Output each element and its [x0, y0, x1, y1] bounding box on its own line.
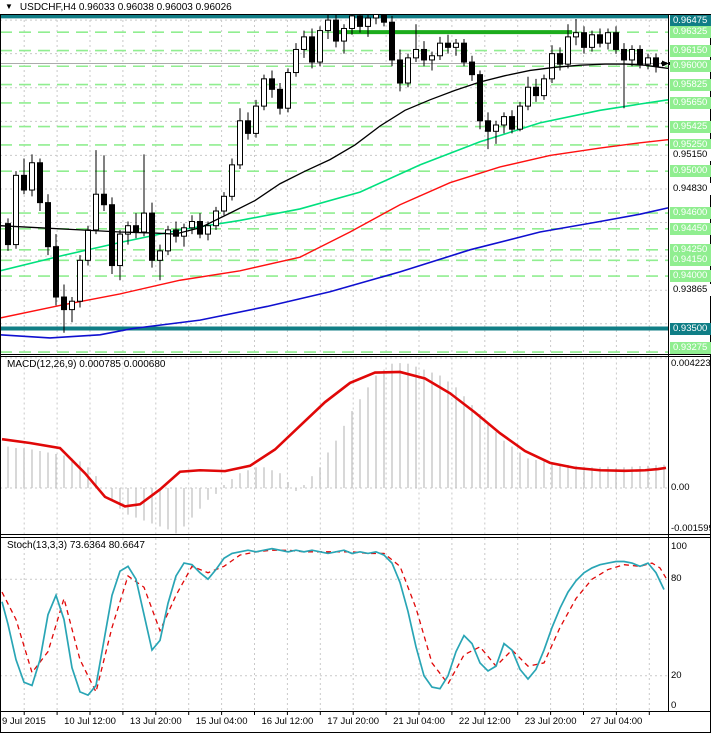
ma-blue-line: [0, 207, 669, 339]
ma-black-line: [0, 63, 669, 235]
candle-body: [21, 174, 27, 191]
symbol-dropdown-icon[interactable]: ▼: [5, 2, 13, 11]
candle-body: [381, 13, 387, 23]
candle-body: [109, 204, 115, 267]
candle-body: [101, 193, 107, 206]
candle-body: [485, 120, 491, 132]
candle-body: [653, 57, 659, 67]
candle-body: [61, 296, 67, 311]
stoch-main-line: [1, 547, 665, 697]
candle-body: [253, 105, 259, 134]
candle-body: [437, 42, 443, 57]
candle-body: [293, 48, 299, 74]
candle-body: [205, 225, 211, 235]
candle-body: [189, 221, 195, 229]
candle-body: [229, 164, 235, 197]
candle-body: [117, 233, 123, 267]
candle-body: [405, 57, 411, 84]
candle-body: [285, 72, 291, 109]
candle-body: [277, 88, 283, 109]
candle-body: [509, 116, 515, 130]
candle-body: [213, 210, 219, 227]
ma-green-line: [0, 99, 669, 272]
candle-body: [525, 86, 531, 107]
candle-body: [149, 212, 155, 261]
ma-lines: [0, 99, 669, 339]
candle-body: [37, 162, 43, 204]
candle-body: [325, 19, 331, 32]
candle-body: [389, 21, 395, 61]
candle-body: [341, 27, 347, 42]
candle-body: [621, 48, 627, 61]
candle-body: [269, 78, 275, 90]
candle-body: [77, 259, 83, 302]
candle-body: [85, 229, 91, 261]
candle-body: [597, 34, 603, 44]
candle-body: [445, 42, 451, 48]
candle-body: [349, 15, 355, 29]
candle-body: [589, 34, 595, 48]
candle-body: [605, 32, 611, 44]
candle-body: [125, 225, 131, 235]
candle-body: [453, 42, 459, 48]
bid-axis-marker: [669, 62, 711, 66]
candle-body: [317, 30, 323, 63]
grid-lines: [0, 15, 668, 710]
stoch-signal-line: [1, 549, 667, 694]
candlestick-series: [5, 7, 667, 333]
candle-body: [29, 162, 35, 191]
candle-body: [493, 124, 499, 132]
candle-body: [165, 229, 171, 252]
candle-body: [541, 78, 547, 97]
symbol-ohlc-title: USDCHF,H4 0.96033 0.96038 0.96003 0.9602…: [19, 1, 232, 13]
candle-body: [69, 300, 75, 311]
candle-body: [53, 246, 59, 298]
candle-body: [421, 48, 427, 61]
candle-body: [549, 53, 555, 80]
macd-signal-line: [1, 370, 667, 508]
candle-body: [477, 74, 483, 122]
candle-body: [645, 57, 651, 65]
candle-body: [461, 42, 467, 63]
candle-body: [301, 36, 307, 50]
candle-body: [141, 212, 147, 233]
candle-body: [501, 116, 507, 126]
candle-body: [533, 86, 539, 97]
candle-body: [581, 32, 587, 48]
candle-body: [13, 174, 19, 246]
macd-histogram: [7, 363, 665, 534]
candle-body: [261, 78, 267, 107]
candle-body: [557, 53, 563, 65]
chart-title-bar: ▼ USDCHF,H4 0.96033 0.96038 0.96003 0.96…: [0, 0, 711, 14]
last-price-arrow: [662, 60, 669, 67]
candle-body: [93, 193, 99, 231]
candle-body: [637, 48, 643, 65]
candle-body: [565, 36, 571, 65]
candle-body: [333, 19, 339, 42]
candle-body: [429, 55, 435, 61]
ma-red-line: [0, 138, 669, 319]
candle-body: [157, 250, 163, 261]
candle-body: [5, 223, 11, 246]
candle-body: [573, 32, 579, 38]
candle-body: [357, 15, 363, 27]
candle-body: [469, 61, 475, 76]
candle-body: [133, 225, 139, 233]
candle-body: [309, 36, 315, 63]
candle-body: [245, 120, 251, 134]
candle-body: [517, 105, 523, 130]
candle-body: [629, 48, 635, 61]
candle-body: [365, 17, 371, 27]
candle-body: [397, 59, 403, 84]
candle-body: [613, 32, 619, 50]
candle-body: [45, 202, 51, 248]
candle-body: [413, 48, 419, 59]
candle-body: [237, 120, 243, 166]
candle-body: [221, 195, 227, 212]
